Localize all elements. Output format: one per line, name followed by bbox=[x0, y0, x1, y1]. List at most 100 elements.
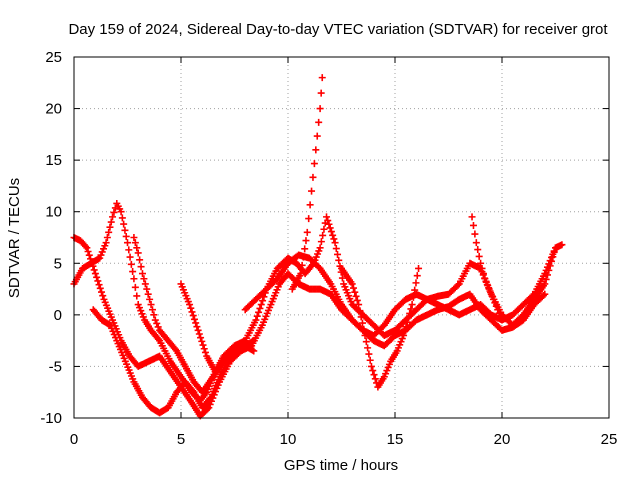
x-tick-label: 10 bbox=[280, 431, 297, 448]
y-tick-label: 15 bbox=[45, 152, 62, 169]
data-point bbox=[325, 220, 333, 228]
data-point bbox=[171, 345, 179, 353]
data-point bbox=[199, 341, 207, 349]
series-track-5 bbox=[177, 280, 258, 376]
data-point bbox=[306, 201, 314, 209]
data-point bbox=[98, 288, 106, 296]
data-point bbox=[542, 266, 550, 274]
data-point bbox=[348, 280, 356, 288]
data-point bbox=[102, 239, 110, 247]
data-point bbox=[356, 307, 364, 315]
data-point bbox=[91, 270, 99, 278]
y-axis-label: SDTVAR / TECUs bbox=[6, 178, 23, 298]
data-point bbox=[362, 338, 370, 346]
data-point bbox=[106, 223, 114, 231]
data-point bbox=[192, 319, 200, 327]
data-point bbox=[301, 245, 309, 253]
series-track-9 bbox=[468, 213, 506, 324]
data-point bbox=[370, 371, 378, 379]
data-point bbox=[250, 337, 258, 345]
data-point bbox=[144, 290, 152, 298]
data-point bbox=[84, 247, 92, 255]
data-point bbox=[498, 316, 506, 324]
data-point bbox=[138, 270, 146, 278]
data-point bbox=[197, 334, 205, 342]
data-point bbox=[143, 285, 151, 293]
data-point bbox=[549, 250, 557, 258]
data-point bbox=[361, 331, 369, 339]
data-point bbox=[201, 348, 209, 356]
data-point bbox=[120, 220, 128, 228]
data-point bbox=[148, 306, 156, 314]
data-point bbox=[408, 301, 416, 309]
data-point bbox=[87, 255, 95, 263]
data-point bbox=[545, 260, 553, 268]
data-point bbox=[187, 304, 195, 312]
data-point bbox=[126, 253, 134, 261]
data-point bbox=[371, 375, 379, 383]
data-point bbox=[298, 261, 306, 269]
data-point bbox=[129, 268, 137, 276]
data-point bbox=[352, 292, 360, 300]
data-point bbox=[206, 395, 214, 403]
data-point bbox=[109, 213, 117, 221]
data-point bbox=[320, 225, 328, 233]
data-point bbox=[96, 284, 104, 292]
data-point bbox=[305, 215, 313, 223]
data-point bbox=[95, 281, 103, 289]
data-point bbox=[131, 239, 139, 247]
data-point bbox=[88, 259, 96, 267]
data-point bbox=[474, 246, 482, 254]
tick-labels: 0 5 10 15 20 25 -10 -5 0 5 10 15 20 25 bbox=[40, 49, 617, 448]
data-point bbox=[313, 132, 321, 140]
data-point bbox=[358, 319, 366, 327]
data-point bbox=[121, 226, 129, 234]
y-tick-label: 5 bbox=[54, 255, 62, 272]
data-point bbox=[479, 270, 487, 278]
data-point bbox=[415, 264, 423, 272]
data-point bbox=[189, 312, 197, 320]
data-point bbox=[481, 275, 489, 283]
data-point bbox=[127, 260, 135, 268]
data-point bbox=[472, 239, 480, 247]
data-point bbox=[194, 326, 202, 334]
data-point bbox=[317, 238, 325, 246]
data-point bbox=[200, 345, 208, 353]
series-track-7 bbox=[241, 244, 559, 339]
data-point bbox=[83, 244, 91, 252]
data-point bbox=[402, 323, 410, 331]
data-point bbox=[495, 309, 503, 317]
series-track-8 bbox=[338, 264, 423, 391]
data-point bbox=[475, 252, 483, 260]
series-track-6 bbox=[288, 74, 326, 293]
series-track-1 bbox=[70, 199, 566, 404]
data-point bbox=[318, 74, 326, 82]
data-point bbox=[331, 239, 339, 247]
data-point bbox=[543, 263, 551, 271]
data-point bbox=[259, 297, 267, 305]
data-point bbox=[489, 295, 497, 303]
y-tick-label: 25 bbox=[45, 49, 62, 66]
data-point bbox=[541, 270, 549, 278]
x-tick-label: 0 bbox=[70, 431, 78, 448]
data-point bbox=[189, 387, 197, 395]
data-point bbox=[335, 256, 343, 264]
data-point bbox=[326, 224, 334, 232]
data-point bbox=[308, 187, 316, 195]
data-point bbox=[546, 257, 554, 265]
data-point bbox=[349, 284, 357, 292]
data-point bbox=[303, 228, 311, 236]
data-point bbox=[188, 308, 196, 316]
data-point bbox=[141, 280, 149, 288]
data-point bbox=[319, 231, 327, 239]
data-point bbox=[105, 228, 113, 236]
data-point bbox=[409, 293, 417, 301]
data-point bbox=[471, 230, 479, 238]
data-point bbox=[198, 337, 206, 345]
data-point bbox=[482, 278, 490, 286]
data-point bbox=[317, 89, 325, 97]
data-point bbox=[369, 367, 377, 375]
data-point bbox=[124, 239, 131, 247]
data-point bbox=[454, 281, 462, 289]
